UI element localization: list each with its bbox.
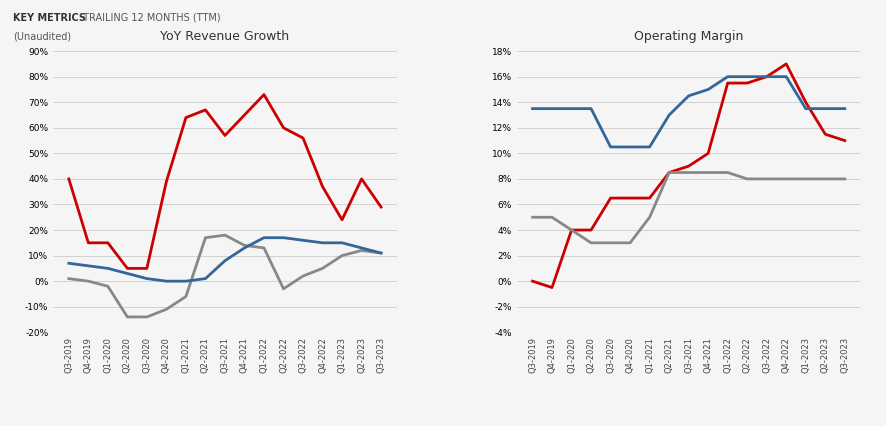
- Text: TRAILING 12 MONTHS (TTM): TRAILING 12 MONTHS (TTM): [80, 13, 221, 23]
- Text: KEY METRICS: KEY METRICS: [13, 13, 86, 23]
- Text: (Unaudited): (Unaudited): [13, 32, 72, 42]
- Title: YoY Revenue Growth: YoY Revenue Growth: [160, 30, 289, 43]
- Title: Operating Margin: Operating Margin: [633, 30, 742, 43]
